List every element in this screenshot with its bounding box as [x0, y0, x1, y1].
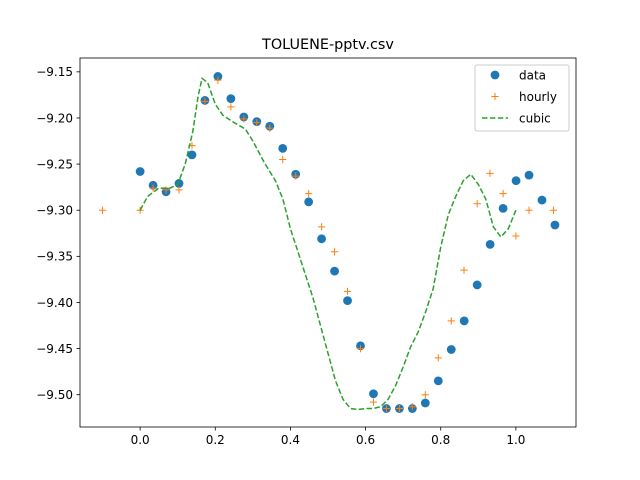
y-tick-label: −9.40 [36, 296, 73, 310]
x-tick-label: 0.6 [356, 433, 375, 447]
x-tick-label: 0.0 [131, 433, 150, 447]
chart-title: TOLUENE-pptv.csv [261, 37, 394, 53]
series-group [98, 72, 560, 413]
series-hourly-point [305, 190, 313, 198]
series-hourly-point [330, 248, 339, 256]
legend-label-hourly: hourly [519, 90, 557, 104]
legend-marker-hourly [491, 92, 499, 101]
plot-area [98, 72, 560, 413]
series-data-point [485, 239, 495, 249]
series-hourly-point [525, 206, 533, 214]
series-hourly-point [214, 76, 222, 84]
series-data-point [446, 345, 456, 354]
series-data-point [433, 376, 443, 386]
series-data-point [330, 266, 339, 276]
series-data-point [187, 150, 197, 160]
series-hourly-point [473, 200, 481, 208]
x-tick-label: 0.8 [431, 433, 450, 447]
series-data-point [174, 179, 184, 188]
series-hourly-point [175, 186, 183, 194]
series-hourly-point [343, 287, 352, 295]
series-hourly-point [499, 190, 507, 198]
y-tick-label: −9.50 [36, 388, 73, 402]
series-data-point [278, 144, 288, 153]
y-tick-label: −9.25 [36, 157, 73, 171]
y-tick-label: −9.35 [36, 250, 73, 264]
y-tick-label: −9.20 [36, 111, 73, 125]
series-hourly-point [356, 344, 365, 353]
series-data-point [369, 389, 378, 399]
series-hourly-point [549, 206, 558, 214]
series-hourly-point [318, 223, 326, 231]
x-tick-label: 0.4 [281, 433, 300, 447]
series-data-point [226, 94, 236, 103]
series-data-point [498, 203, 508, 213]
series-hourly-point [395, 404, 403, 413]
legend-box [474, 64, 570, 132]
series-data-point [317, 234, 327, 244]
series-hourly-point [227, 103, 235, 111]
axes: 0.0 0.2 0.4 0.6 0.8 1.0 −9.15 −9.20 −9.25 −9.30 −9… [36, 57, 577, 447]
x-tick-label: 1.0 [506, 433, 525, 447]
legend-label-cubic: cubic [519, 111, 551, 125]
series-hourly-point [201, 97, 209, 105]
series-hourly-point [434, 354, 442, 362]
series-hourly-point [136, 206, 144, 214]
series-data-point [304, 197, 314, 207]
series-hourly-point [460, 266, 468, 274]
series-hourly-point [149, 184, 157, 192]
series-hourly-point [512, 232, 520, 240]
series-hourly-point [240, 115, 248, 123]
series-hourly-point [279, 155, 287, 164]
series-hourly-point [98, 206, 107, 214]
legend-marker-data [490, 70, 500, 80]
series-hourly-point [369, 398, 378, 406]
series-data-point [550, 220, 560, 230]
axes-frame [79, 57, 577, 428]
series-hourly-point [486, 169, 494, 177]
series-data-point [343, 296, 352, 306]
series-data-point [511, 176, 521, 186]
series-hourly-point [253, 118, 261, 127]
series-cubic-line [139, 76, 517, 411]
series-data-point [135, 167, 145, 176]
y-tick-label: −9.45 [36, 342, 73, 356]
x-tick-label: 0.2 [206, 433, 225, 447]
series-data-point [472, 280, 482, 290]
series-data-point [420, 398, 430, 408]
series-hourly-point [382, 404, 391, 413]
series-data-point [524, 170, 534, 180]
series-data-point [459, 316, 469, 326]
series-hourly-point [447, 317, 455, 325]
y-tick-label: −9.30 [36, 204, 73, 218]
legend: data hourly cubic [474, 64, 570, 132]
series-hourly-point [408, 403, 416, 411]
series-hourly-point [292, 172, 300, 180]
series-hourly-point [266, 124, 274, 132]
series-data-point [537, 195, 547, 205]
series-data-point [213, 72, 223, 81]
legend-label-data: data [519, 68, 546, 82]
y-tick-label: −9.15 [36, 65, 73, 79]
series-hourly-point [421, 391, 429, 399]
